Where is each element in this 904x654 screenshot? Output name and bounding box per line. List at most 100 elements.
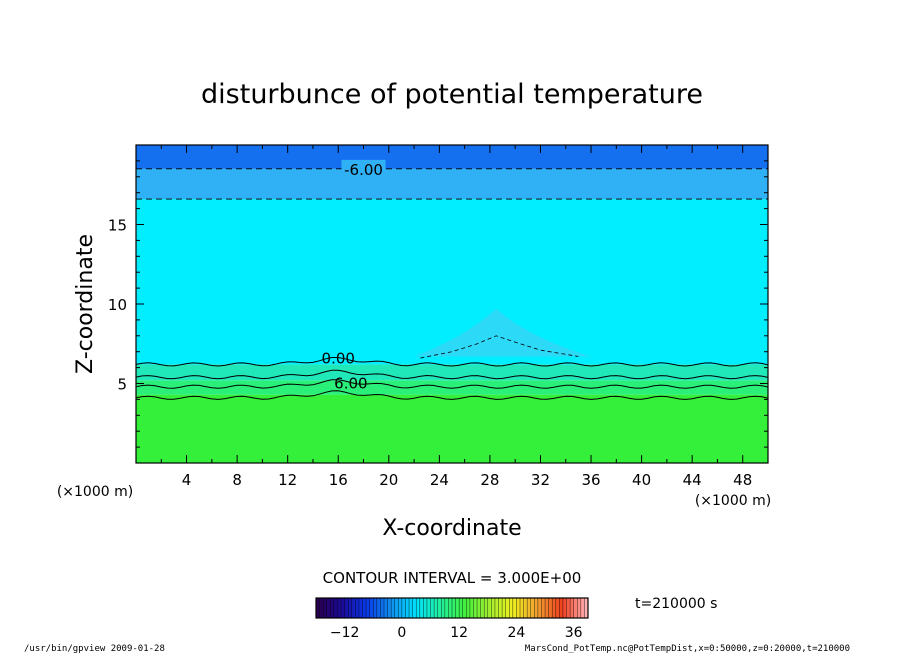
colorbar-cell — [426, 598, 431, 618]
field-band-3 — [136, 199, 768, 365]
colorbar-cell — [412, 598, 417, 618]
colorbar-cell — [498, 598, 503, 618]
contour-line-2 — [136, 357, 768, 367]
contour-line-5 — [136, 390, 768, 400]
colorbar-cell — [537, 598, 542, 618]
field-band-5 — [136, 145, 768, 169]
colorbar-cell — [419, 598, 424, 618]
colorbar-cell — [351, 598, 356, 618]
colorbar-cell — [523, 598, 528, 618]
x-tick-label-7: 32 — [531, 471, 550, 489]
colorbar: −12 0 12 24 36 — [315, 597, 589, 641]
colorbar-cell — [484, 598, 489, 618]
colorbar-cell — [469, 598, 474, 618]
colorbar-cell — [466, 598, 471, 618]
colorbar-cell — [512, 598, 517, 618]
colorbar-cell — [405, 598, 410, 618]
colorbar-cell — [455, 598, 460, 618]
colorbar-cell — [330, 598, 335, 618]
colorbar-cell — [459, 598, 464, 618]
colorbar-cell — [323, 598, 328, 618]
colorbar-cell — [487, 598, 492, 618]
colorbar-cell — [494, 598, 499, 618]
colorbar-cell — [337, 598, 342, 618]
colorbar-cell — [530, 598, 535, 618]
contour-line-4 — [136, 379, 768, 389]
colorbar-cell — [559, 598, 564, 618]
colorbar-cell — [376, 598, 381, 618]
y-tick-label-1: 10 — [108, 296, 127, 314]
colorbar-cell — [509, 598, 514, 618]
colorbar-tick-label-0: −12 — [330, 625, 360, 641]
colorbar-cell — [373, 598, 378, 618]
colorbar-cell — [423, 598, 428, 618]
colorbar-cell — [566, 598, 571, 618]
colorbar-cell — [326, 598, 331, 618]
colorbar-cell — [362, 598, 367, 618]
colorbar-tick-label-1: 0 — [397, 625, 406, 641]
colorbar-tick-label-2: 12 — [450, 625, 468, 641]
colorbar-cell — [573, 598, 578, 618]
colorbar-cell — [437, 598, 442, 618]
colorbar-cell — [344, 598, 349, 618]
contour-line-3 — [136, 369, 768, 380]
chart-title: disturbunce of potential temperature — [201, 79, 703, 110]
colorbar-cell — [505, 598, 510, 618]
x-unit-right: (×1000 m) — [695, 493, 771, 509]
disturbance-contour — [420, 335, 579, 359]
x-tick-label-5: 24 — [430, 471, 449, 489]
colorbar-cell — [520, 598, 524, 618]
contour-label-bg-0 — [341, 159, 386, 177]
colorbar-frame — [315, 597, 589, 619]
colorbar-cell — [534, 598, 539, 618]
x-tick-label-1: 8 — [232, 471, 242, 489]
x-tick-label-10: 44 — [683, 471, 702, 489]
colorbar-cell — [316, 598, 320, 618]
x-unit-left: (×1000 m) — [57, 484, 133, 500]
x-axis-label: X-coordinate — [382, 516, 521, 541]
colorbar-cell — [502, 598, 506, 618]
contour-label-4: 6.00 — [334, 375, 367, 393]
y-tick-label-0: 5 — [117, 376, 127, 394]
colorbar-cell — [473, 598, 478, 618]
colorbar-cell — [448, 598, 453, 618]
footer-right: MarsCond_PotTemp.nc@PotTempDist,x=0:5000… — [525, 644, 850, 654]
field-band-0 — [136, 394, 768, 463]
colorbar-cell — [480, 598, 485, 618]
x-tick-label-6: 28 — [480, 471, 499, 489]
colorbar-cell — [491, 598, 496, 618]
colorbar-cell — [358, 598, 363, 618]
x-tick-label-9: 40 — [632, 471, 651, 489]
colorbar-cell — [584, 598, 589, 618]
colorbar-cell — [541, 598, 546, 618]
colorbar-cell — [409, 598, 413, 618]
colorbar-cell — [333, 598, 338, 618]
colorbar-cell — [430, 598, 435, 618]
field-band-1 — [136, 380, 768, 395]
x-tick-label-11: 48 — [733, 471, 752, 489]
x-tick-label-8: 36 — [581, 471, 600, 489]
colorbar-cell — [384, 598, 388, 618]
colorbar-cell — [319, 598, 324, 618]
y-axis-label: Z-coordinate — [73, 234, 98, 374]
colorbar-tick-label-4: 36 — [565, 625, 583, 641]
contour-label-2: 0.00 — [322, 349, 355, 367]
colorbar-cell — [348, 598, 353, 618]
colorbar-cell — [577, 598, 582, 618]
colorbar-cell — [545, 598, 549, 618]
colorbar-cell — [369, 598, 374, 618]
colorbar-tick-label-3: 24 — [508, 625, 526, 641]
colorbar-cell — [441, 598, 446, 618]
colorbar-cell — [341, 598, 345, 618]
colorbar-cell — [552, 598, 557, 618]
colorbar-cell — [355, 598, 360, 618]
x-tick-label-0: 4 — [182, 471, 192, 489]
colorbar-cell — [387, 598, 392, 618]
colorbar-cell — [434, 598, 438, 618]
colorbar-cell — [580, 598, 585, 618]
colorbar-cell — [398, 598, 403, 618]
contour-interval-text: CONTOUR INTERVAL = 3.000E+00 — [323, 569, 582, 587]
colorbar-cell — [401, 598, 406, 618]
x-tick-label-3: 16 — [329, 471, 348, 489]
